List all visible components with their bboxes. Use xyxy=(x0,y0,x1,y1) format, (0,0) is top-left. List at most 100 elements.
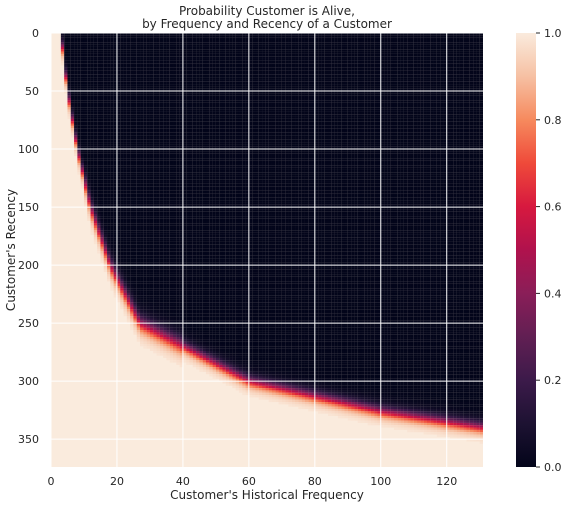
heatmap-cell xyxy=(80,81,85,85)
heatmap-cell xyxy=(136,332,141,335)
heatmap-cell xyxy=(169,97,174,101)
heatmap-cell xyxy=(153,104,157,108)
heatmap-cell xyxy=(87,153,91,157)
heatmap-cell xyxy=(153,237,157,240)
heatmap-cell xyxy=(140,292,144,296)
heatmap-cell xyxy=(83,37,88,40)
heatmap-cell xyxy=(83,91,88,94)
heatmap-cell xyxy=(67,37,71,40)
heatmap-cell xyxy=(159,149,164,152)
heatmap-cell xyxy=(199,279,203,282)
heatmap-cell xyxy=(116,156,121,159)
heatmap-cell xyxy=(153,248,157,252)
heatmap-cell xyxy=(80,142,85,145)
heatmap-cell xyxy=(166,234,170,238)
heatmap-cell xyxy=(149,262,154,266)
heatmap-cell xyxy=(192,227,197,231)
heatmap-cell xyxy=(107,269,111,273)
heatmap-cell xyxy=(173,135,177,138)
heatmap-cell xyxy=(103,195,108,198)
heatmap-cell xyxy=(146,132,150,136)
heatmap-cell xyxy=(173,272,177,275)
heatmap-cell xyxy=(140,285,144,289)
heatmap-cell xyxy=(87,160,91,164)
heatmap-cell xyxy=(182,193,187,196)
heatmap-cell xyxy=(173,37,177,40)
heatmap-cell xyxy=(202,302,207,305)
heatmap-cell xyxy=(113,176,117,180)
heatmap-cell xyxy=(202,169,207,173)
heatmap-cell xyxy=(202,204,207,208)
heatmap-cell xyxy=(202,144,207,147)
heatmap-cell xyxy=(123,190,127,194)
heatmap-cell xyxy=(100,227,104,231)
heatmap-cell xyxy=(169,339,174,342)
heatmap-cell xyxy=(90,46,94,50)
heatmap-cell xyxy=(156,292,160,296)
heatmap-cell xyxy=(149,207,154,210)
heatmap-cell xyxy=(176,288,180,291)
heatmap-cell xyxy=(149,165,154,168)
heatmap-cell xyxy=(130,51,134,54)
heatmap-cell xyxy=(173,211,177,215)
heatmap-cell xyxy=(173,93,177,96)
heatmap-cell xyxy=(140,86,144,89)
heatmap-cell xyxy=(83,144,88,147)
heatmap-cell xyxy=(90,202,94,205)
heatmap-cell xyxy=(179,100,183,103)
heatmap-cell xyxy=(140,172,144,175)
heatmap-cell xyxy=(146,188,150,191)
chart-subtitle: by Frequency and Recency of a Customer xyxy=(142,17,392,31)
heatmap-cell xyxy=(149,81,154,85)
heatmap-cell xyxy=(156,265,160,268)
heatmap-cell xyxy=(130,214,134,217)
heatmap-cell xyxy=(123,33,127,36)
heatmap-cell xyxy=(133,272,137,275)
heatmap-cell xyxy=(179,283,183,287)
heatmap-cell xyxy=(123,258,127,261)
heatmap-cell xyxy=(192,325,197,328)
heatmap-cell xyxy=(179,156,183,159)
heatmap-cell xyxy=(202,355,207,358)
heatmap-cell xyxy=(189,274,193,277)
heatmap-cell xyxy=(100,258,104,261)
heatmap-cell xyxy=(146,167,150,170)
heatmap-cell xyxy=(202,121,207,124)
heatmap-cell xyxy=(116,65,121,68)
heatmap-cell xyxy=(110,74,114,78)
heatmap-cell xyxy=(87,107,91,110)
heatmap-cell xyxy=(156,109,160,112)
heatmap-cell xyxy=(140,332,144,335)
heatmap-cell xyxy=(90,149,94,152)
heatmap-cell xyxy=(146,241,150,245)
heatmap-cell xyxy=(146,334,150,338)
heatmap-cell xyxy=(186,179,190,182)
heatmap-cell xyxy=(179,220,183,224)
heatmap-cell xyxy=(67,42,71,45)
heatmap-cell xyxy=(123,97,127,101)
heatmap-cell xyxy=(146,202,150,205)
heatmap-cell xyxy=(80,33,85,36)
heatmap-cell xyxy=(202,276,207,280)
heatmap-cell xyxy=(140,128,144,131)
heatmap-cell xyxy=(166,63,170,66)
heatmap-cell xyxy=(153,316,157,319)
heatmap-cell xyxy=(156,279,160,282)
heatmap-cell xyxy=(130,237,134,240)
heatmap-cell xyxy=(149,149,154,152)
heatmap-cell xyxy=(80,125,85,129)
heatmap-cell xyxy=(153,197,157,201)
heatmap-cell xyxy=(199,232,203,235)
heatmap-cell xyxy=(133,74,137,78)
heatmap-cell xyxy=(126,283,131,287)
heatmap-cell xyxy=(166,227,170,231)
heatmap-cell xyxy=(176,362,180,365)
heatmap-cell xyxy=(116,197,121,201)
heatmap-cell xyxy=(199,353,203,356)
heatmap-cell xyxy=(140,281,144,284)
heatmap-cell xyxy=(116,42,121,45)
heatmap-cell xyxy=(199,121,203,124)
heatmap-cell xyxy=(182,230,187,233)
heatmap-cell xyxy=(136,190,141,194)
heatmap-cell xyxy=(176,109,180,112)
